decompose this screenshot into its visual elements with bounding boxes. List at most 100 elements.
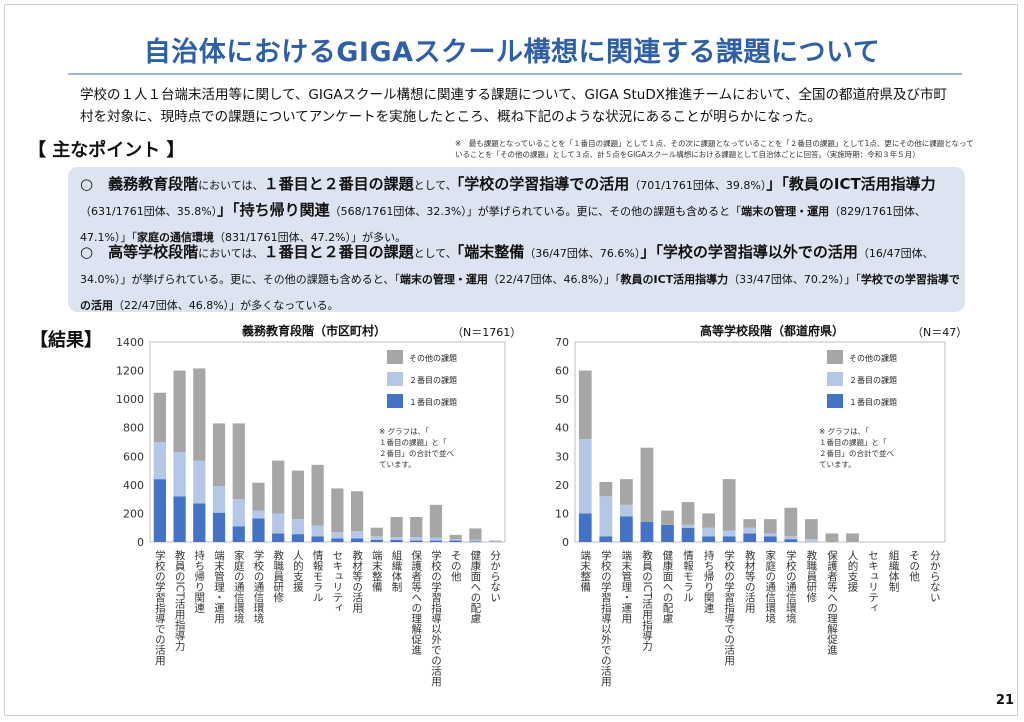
point-text: （829/1761団体、47.1%）」「 <box>80 205 926 244</box>
category-label: 人的支援 <box>292 550 304 593</box>
point-text: 端末の管理・運用 <box>741 205 830 218</box>
bar-second <box>370 536 383 540</box>
point-text: １番目と２番目の課題 <box>263 243 414 261</box>
y-tick-label: 10 <box>555 507 569 520</box>
bar-other <box>784 507 798 537</box>
bar-second <box>578 439 592 514</box>
bar-first <box>232 526 245 542</box>
key-point-1: ○ 義務教育段階においては、１番目と２番目の課題として、「学校の学習指導での活用… <box>80 172 960 250</box>
point-text: １番目と２番目の課題 <box>263 175 414 193</box>
bar-first <box>153 479 166 542</box>
point-text: 更に、その他の課題も含めると「 <box>576 205 742 218</box>
chart-note: ています。 <box>819 460 856 469</box>
legend-label: その他の課題 <box>409 353 457 363</box>
chart-compulsory: 0 200 400 600 800 1000 1200 1400 学校の学習指導での活用 教員のI… <box>116 336 506 687</box>
bar-first <box>702 536 715 542</box>
bar-other <box>620 479 633 505</box>
y-tick-label: 50 <box>555 393 569 406</box>
y-tick-label: 30 <box>555 450 569 463</box>
bar-second <box>722 530 736 537</box>
y-tick-label: 0 <box>137 536 144 549</box>
bar-other <box>489 540 502 542</box>
bar-other <box>805 519 818 540</box>
bar-first <box>449 540 462 542</box>
bar-second <box>173 452 186 497</box>
bar-other <box>469 528 482 540</box>
category-label: 学校の通信環境 <box>785 549 797 624</box>
y-tick-label: 1400 <box>116 336 144 349</box>
bar-other <box>153 392 166 442</box>
bar-second <box>599 496 613 537</box>
y-tick-label: 60 <box>555 365 569 378</box>
key-point-2: ○ 高等学校段階においては、１番目と２番目の課題として、「端末整備（36/47団… <box>80 240 960 318</box>
point-text: 」「教員のICT活用指導力 <box>766 175 936 193</box>
y-tick-label: 800 <box>123 422 144 435</box>
point-text: 義務教育段階 <box>108 175 199 193</box>
bar-other <box>681 502 695 525</box>
category-label: 情報モラル <box>682 549 694 602</box>
category-label: 端末管理・運用 <box>620 549 632 624</box>
bar-second <box>743 527 757 534</box>
point-text: （33/47団体、70.2%）」「 <box>728 273 861 286</box>
point-text: （701/1761団体、39.8%） <box>629 179 767 192</box>
bar-second <box>681 524 695 528</box>
point-text: （831/1761団体、47.2%）」が多い。 <box>213 231 407 244</box>
category-label: 端末管理・運用 <box>213 549 225 624</box>
bar-first <box>578 513 592 542</box>
point-text: （631/1761団体、35.8%） <box>80 205 218 218</box>
bullet: ○ <box>80 243 109 261</box>
bullet: ○ <box>80 175 109 193</box>
y-tick-label: 200 <box>123 507 144 520</box>
page-title: 自治体におけるGIGAスクール構想に関連する課題について <box>143 37 881 68</box>
y-tick-label: 400 <box>123 479 144 492</box>
category-label: 組織体制 <box>391 549 403 592</box>
category-label: 学校の学習指導以外での活用 <box>600 549 612 687</box>
key-points-heading: 【 主なポイント 】 <box>28 140 185 161</box>
y-tick-label: 20 <box>555 479 569 492</box>
bar-other <box>390 517 403 537</box>
category-label: 学校の学習指導での活用 <box>723 549 735 666</box>
bar-other <box>272 460 285 514</box>
category-label: 人的支援 <box>847 550 859 593</box>
point-text: として、 <box>413 247 457 260</box>
category-label: 学校の通信環境 <box>252 549 264 624</box>
point-text: 「学校の学習指導での活用 <box>456 175 630 193</box>
bar-second <box>410 537 423 541</box>
legend-swatch <box>387 372 403 386</box>
chart1-n-label: （N＝1761） <box>452 326 522 339</box>
bar-other <box>331 488 344 532</box>
category-label: その他 <box>450 550 462 582</box>
category-label: 家庭の通信環境 <box>233 549 245 624</box>
bar-second <box>311 525 324 537</box>
legend-label: １番目の課題 <box>849 397 897 407</box>
bar-second <box>291 519 305 535</box>
bar-second <box>620 504 633 517</box>
bar-other <box>599 482 613 497</box>
y-tick-label: 70 <box>555 336 569 349</box>
legend-swatch <box>827 394 843 408</box>
point-text: においては、 <box>198 247 264 260</box>
bar-other <box>825 533 839 542</box>
bar-first <box>331 538 344 542</box>
bar-other <box>173 370 186 452</box>
y-tick-label: 600 <box>123 450 144 463</box>
bar-other <box>291 470 305 520</box>
point-text: 学校での学習指導での活用 <box>80 273 960 312</box>
category-label: 教職員研修 <box>805 549 817 603</box>
bar-first <box>469 541 482 542</box>
bar-second <box>272 513 285 534</box>
point-text: （16/47団体、34.0%） <box>80 247 934 286</box>
bar-first <box>661 524 674 542</box>
category-label: 分からない <box>929 550 941 603</box>
legend-label: ２番目の課題 <box>849 375 897 385</box>
bar-second <box>390 537 403 540</box>
category-label: その他 <box>908 550 920 582</box>
category-label: 保護者等への理解促進 <box>826 549 838 655</box>
point-text: においては、 <box>198 179 264 192</box>
page-number: 21 <box>995 693 1014 708</box>
bar-first <box>681 527 695 542</box>
bar-other <box>193 368 206 461</box>
bar-second <box>702 527 715 537</box>
point-text: 」「持ち帰り関連 <box>217 201 330 219</box>
bar-second <box>232 499 245 527</box>
